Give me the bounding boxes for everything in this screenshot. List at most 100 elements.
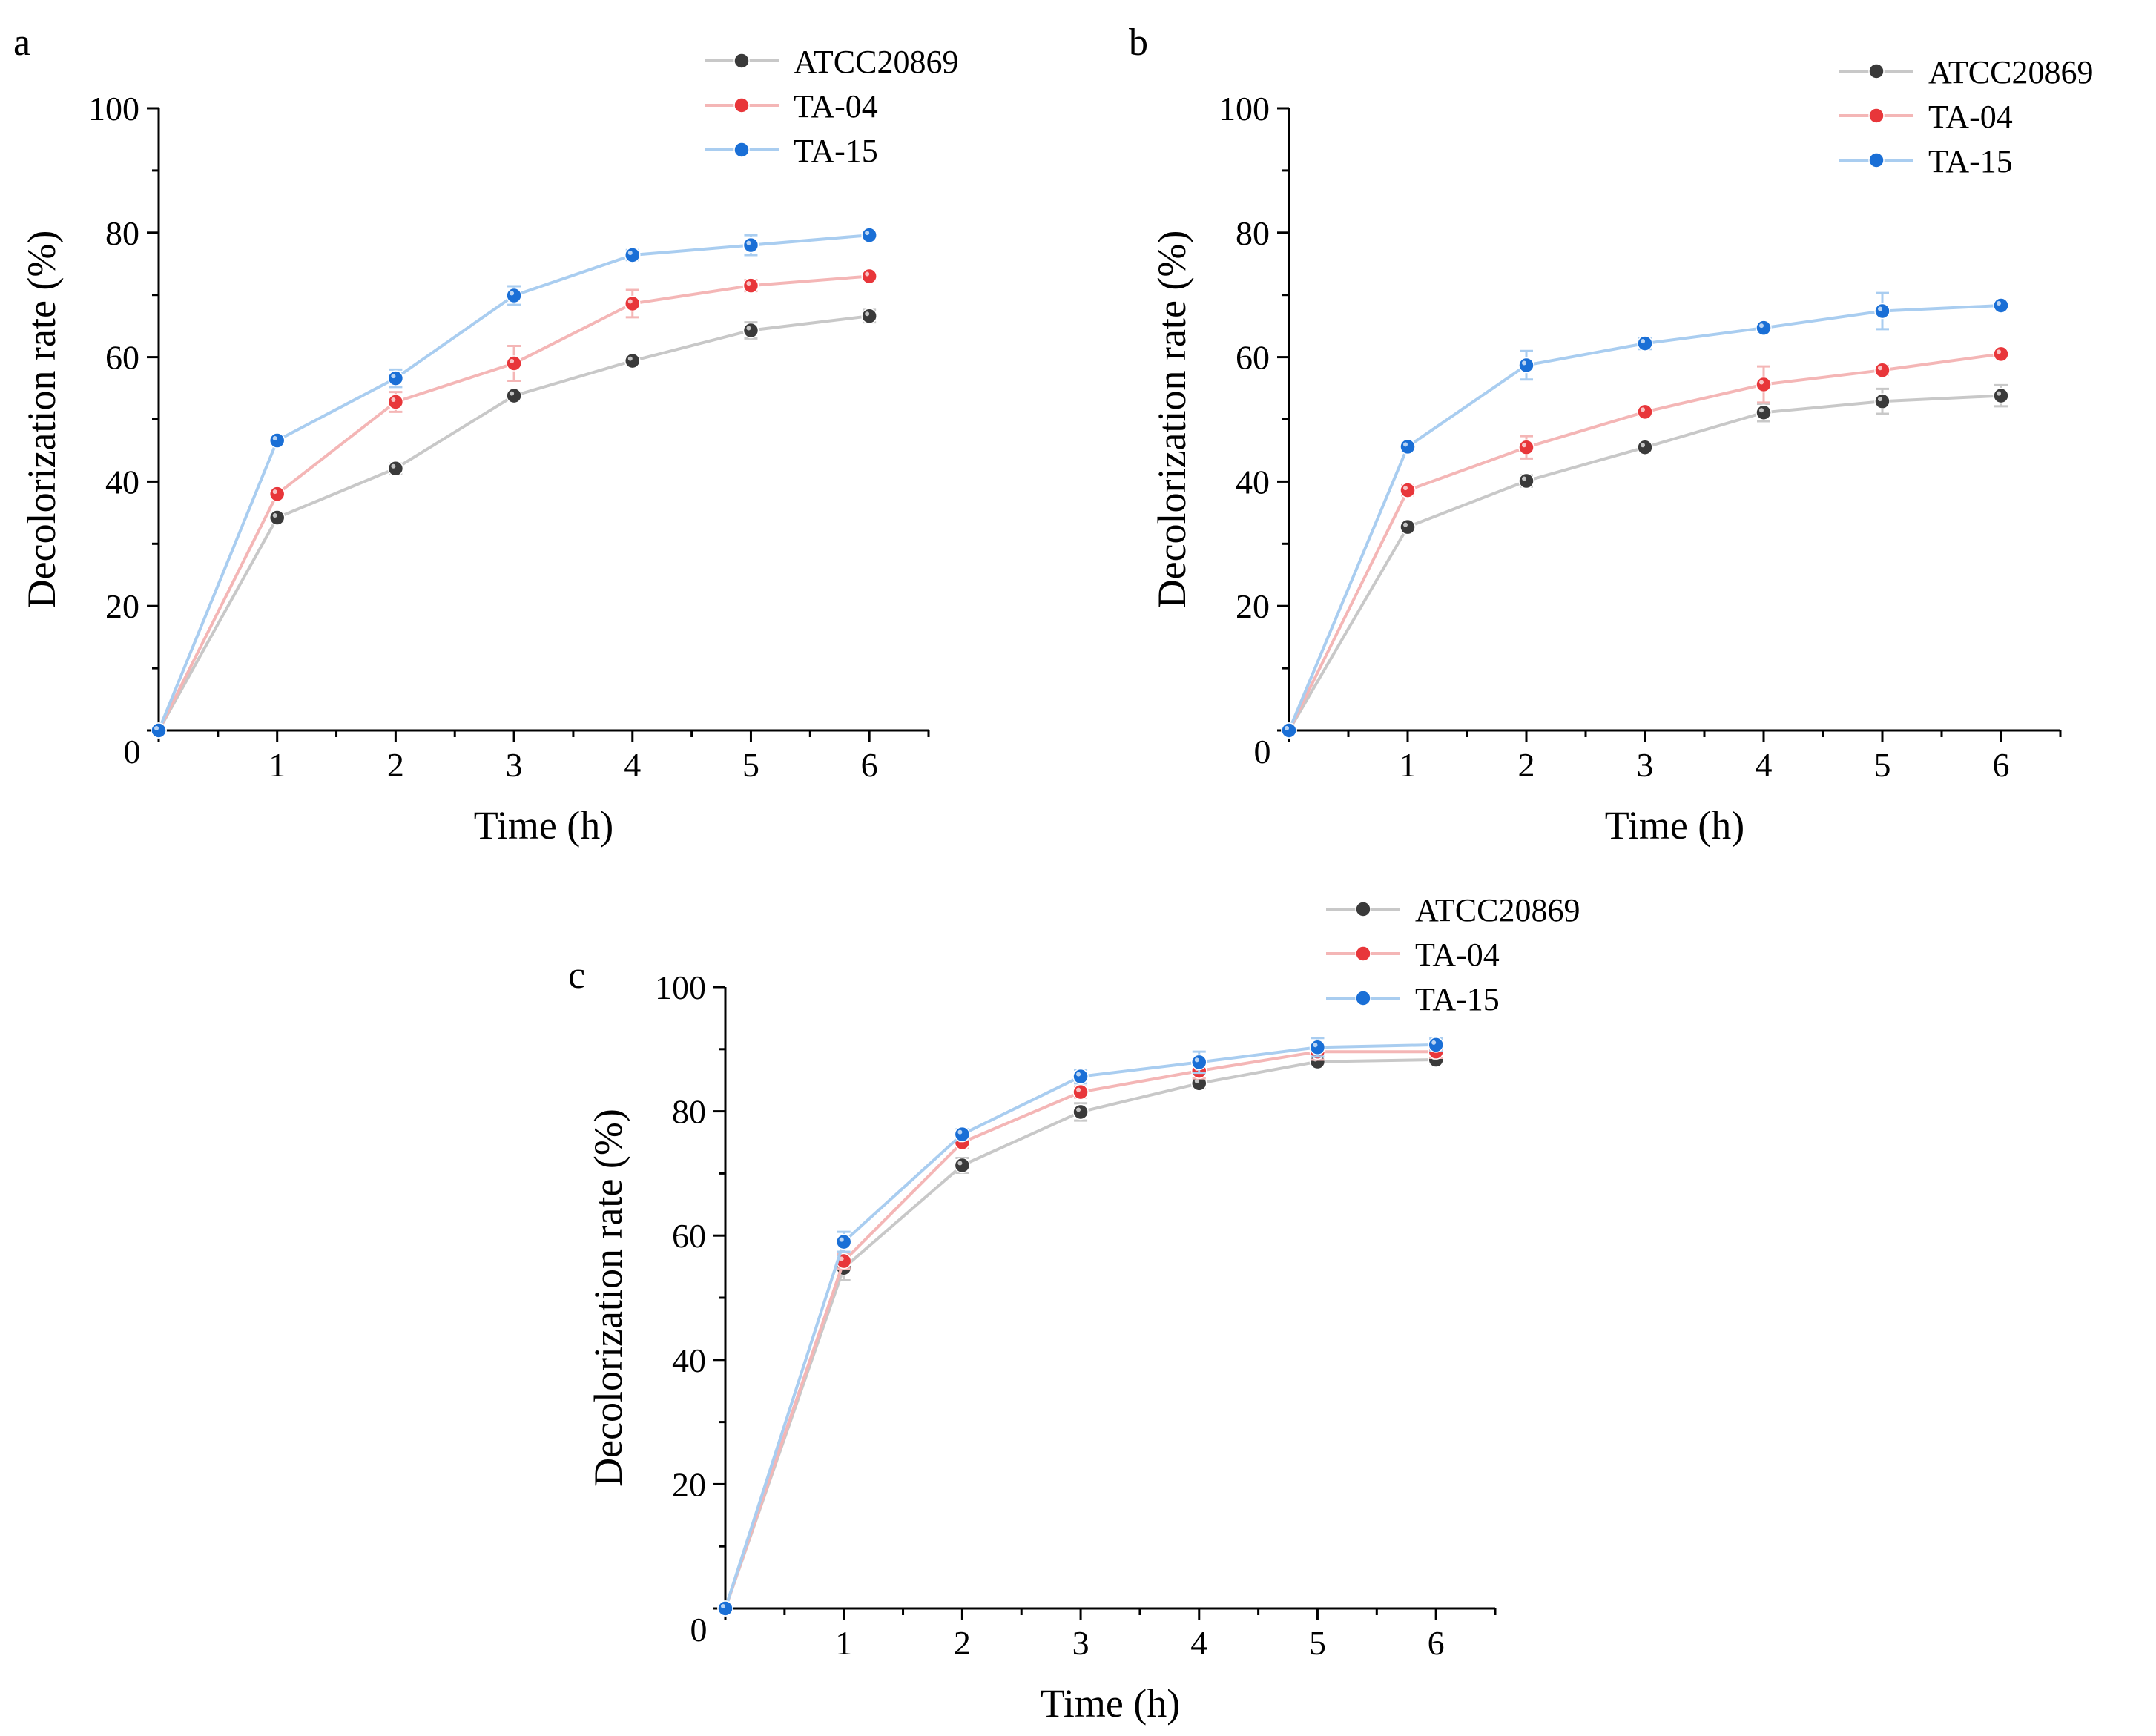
marker-highlight [1997,391,2001,396]
data-point-TA-15 [835,1233,852,1250]
data-point-TA-15 [1072,1068,1089,1085]
marker-highlight [627,251,633,256]
data-point-TA-15 [1756,320,1772,336]
marker-highlight [627,299,633,304]
marker-highlight [1076,1107,1081,1112]
x-tick-label: 3 [506,746,523,784]
data-point-ATCC20869 [1637,439,1653,456]
marker-highlight [1076,1087,1081,1092]
marker-highlight [1403,442,1408,447]
y-axis-title: Decolorization rate (%) [1150,231,1194,609]
data-point-TA-15 [1993,297,2009,314]
marker-highlight [746,326,751,331]
legend-marker [733,142,750,158]
panel-letter: a [13,22,30,64]
data-point-ATCC20869 [624,352,641,369]
series-line-ATCC20869 [724,1058,1437,1609]
data-point-TA-15 [742,237,759,254]
origin-tick-label: 0 [124,733,141,770]
marker-highlight [1313,1043,1318,1048]
x-axis-title: Time (h) [1041,1681,1181,1726]
data-point-TA-04 [1637,403,1653,420]
series-line-TA-04 [724,1050,1437,1609]
marker-highlight [746,240,751,245]
data-point-ATCC20869 [861,308,877,324]
legend-marker [1868,63,1885,79]
legend-label-ATCC20869: ATCC20869 [1415,892,1580,928]
series-line-TA-15 [724,1043,1437,1609]
y-tick-label: 20 [672,1465,706,1503]
y-tick-label: 100 [1219,90,1270,128]
marker-highlight [1878,306,1882,311]
data-point-TA-15 [1428,1037,1444,1053]
data-point-ATCC20869 [954,1157,971,1174]
data-point-ATCC20869 [1518,472,1534,489]
data-point-ATCC20869 [1400,518,1416,535]
legend-marker [1868,152,1885,168]
x-tick-label: 2 [954,1624,971,1662]
data-point-TA-15 [624,247,641,263]
marker-highlight [1997,349,2001,354]
marker-highlight [1285,726,1289,730]
marker-highlight [957,1129,963,1135]
y-tick-label: 40 [672,1341,706,1379]
x-tick-label: 2 [387,746,404,784]
legend-marker [1355,945,1371,962]
data-point-TA-04 [387,394,404,410]
series-line-TA-15 [157,234,870,731]
legend-marker [733,53,750,69]
y-tick-label: 20 [105,587,139,625]
data-point-TA-15 [506,287,522,304]
panel-letter: b [1129,22,1148,64]
marker-highlight [510,291,515,296]
marker-highlight [957,1161,963,1166]
data-point-ATCC20869 [506,387,522,404]
data-point-ATCC20869 [1993,387,2009,404]
x-tick-label: 1 [1400,746,1417,784]
marker-highlight [839,1237,844,1242]
x-tick-label: 5 [1874,746,1891,784]
x-tick-label: 2 [1518,746,1535,784]
y-tick-label: 100 [655,968,706,1006]
y-tick-label: 80 [672,1093,706,1131]
marker-highlight [1522,360,1526,366]
data-point-TA-15 [861,227,877,243]
data-point-TA-04 [1993,346,2009,363]
data-point-TA-04 [1874,362,1890,378]
data-point-TA-15 [1309,1039,1326,1056]
marker-highlight [1403,522,1408,527]
data-point-TA-04 [268,486,286,502]
x-tick-label: 1 [835,1624,852,1662]
data-point-TA-15 [1637,335,1653,352]
data-point-TA-15 [717,1600,733,1617]
x-tick-label: 6 [1428,1624,1445,1662]
marker-highlight [391,397,396,403]
y-axis-title: Decolorization rate (%) [586,1109,630,1487]
y-tick-label: 40 [1236,463,1270,501]
legend-marker [733,97,750,113]
marker-highlight [1878,366,1882,371]
legend-marker [1355,990,1371,1006]
legend-label-ATCC20869: ATCC20869 [1928,54,2093,90]
marker-highlight [510,391,515,396]
data-point-TA-04 [1756,376,1772,393]
x-tick-label: 3 [1637,746,1654,784]
data-point-TA-15 [151,722,167,739]
data-point-TA-15 [387,370,404,386]
legend-label-TA-15: TA-15 [794,133,878,169]
marker-highlight [1641,443,1645,448]
data-point-TA-04 [624,295,641,312]
y-tick-label: 20 [1236,587,1270,625]
legend-label-TA-04: TA-04 [794,88,878,125]
y-tick-label: 100 [88,90,139,128]
series-line-TA-04 [157,274,870,731]
data-point-ATCC20869 [742,322,759,339]
x-tick-label: 5 [1309,1624,1326,1662]
data-point-TA-15 [1281,722,1297,739]
legend-label-TA-15: TA-15 [1928,143,2013,179]
data-point-TA-04 [1072,1083,1089,1100]
data-point-ATCC20869 [1756,404,1772,421]
y-axis-title: Decolorization rate (%) [19,231,64,609]
